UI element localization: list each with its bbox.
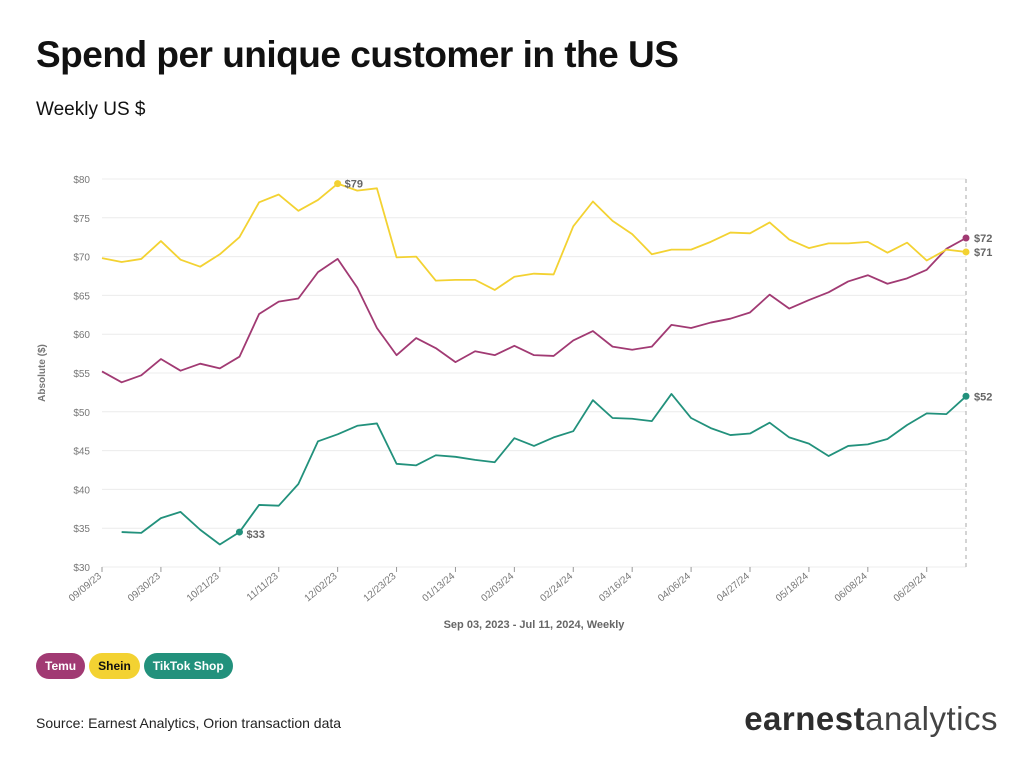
y-tick-label: $70: [73, 253, 90, 264]
source-note: Source: Earnest Analytics, Orion transac…: [36, 715, 342, 731]
end-point-tiktok-shop: [962, 392, 970, 400]
end-label-tiktok-shop: $52: [974, 391, 992, 403]
x-tick-label: 03/16/24: [597, 571, 634, 605]
y-axis-label: Absolute ($): [37, 344, 48, 402]
x-tick-label: 02/24/24: [538, 571, 575, 605]
legend-item-temu[interactable]: Temu: [36, 653, 86, 679]
peak-point-shein: [334, 180, 342, 188]
x-tick-label: 02/03/24: [479, 571, 516, 605]
legend-item-shein[interactable]: Shein: [89, 653, 140, 679]
x-tick-label: 09/09/23: [67, 571, 104, 605]
logo-word-earnest: earnest: [744, 700, 866, 737]
x-tick-label: 11/11/23: [245, 571, 281, 604]
end-label-temu: $72: [974, 233, 992, 245]
x-tick-label: 12/02/23: [303, 571, 340, 605]
y-tick-label: $65: [73, 291, 90, 302]
peak-label-shein: $79: [345, 179, 363, 191]
end-label-shein: $71: [974, 247, 992, 259]
min-label-tiktok-shop: $33: [246, 529, 264, 541]
x-tick-label: 09/30/23: [126, 571, 163, 605]
legend-item-tiktok-shop[interactable]: TikTok Shop: [143, 653, 233, 679]
y-tick-label: $80: [73, 175, 90, 186]
end-point-temu: [962, 234, 970, 242]
chart-title: Spend per unique customer in the US: [36, 34, 679, 75]
x-tick-label: 06/08/24: [833, 571, 870, 605]
y-tick-label: $45: [73, 447, 90, 458]
x-tick-label: 12/23/23: [362, 571, 399, 605]
x-tick-label: 06/29/24: [892, 571, 929, 605]
legend: Temu Shein TikTok Shop: [36, 653, 233, 679]
x-axis-label: Sep 03, 2023 - Jul 11, 2024, Weekly: [444, 619, 626, 631]
x-tick-label: 04/06/24: [656, 571, 693, 605]
line-chart: $30 $35 $40 $45 $50 $55 $60 $65 $70 $75 $80 09/09/2…: [37, 175, 992, 631]
y-tick-label: $75: [73, 214, 90, 225]
y-tick-label: $30: [73, 563, 90, 574]
x-tick-label: 10/21/23: [185, 571, 222, 605]
y-tick-label: $55: [73, 369, 90, 380]
x-tick-label: 05/18/24: [774, 571, 811, 605]
min-point-tiktok-shop: [235, 528, 243, 536]
series-line-shein: [101, 182, 967, 291]
chart-subtitle: Weekly US $: [36, 99, 146, 120]
y-tick-label: $60: [73, 330, 90, 341]
series-line-temu: [101, 237, 967, 384]
x-tick-label: 01/13/24: [420, 571, 457, 605]
series-line-tiktok-shop: [121, 393, 967, 546]
earnest-analytics-logo: earnestanalytics: [744, 700, 998, 738]
x-tick-label: 04/27/24: [715, 571, 752, 605]
end-point-shein: [962, 248, 970, 256]
y-tick-label: $35: [73, 524, 90, 535]
y-tick-label: $50: [73, 408, 90, 419]
logo-word-analytics: analytics: [865, 700, 998, 737]
y-tick-label: $40: [73, 485, 90, 496]
